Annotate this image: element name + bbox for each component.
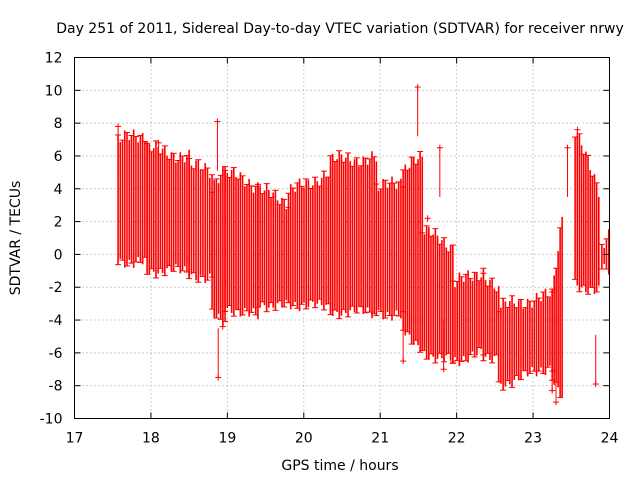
y-tick-label: -2 bbox=[49, 280, 63, 296]
x-tick-label: 22 bbox=[448, 431, 466, 447]
x-axis-label: GPS time / hours bbox=[281, 458, 398, 474]
y-tick-label: 10 bbox=[45, 83, 63, 99]
y-tick-label: -8 bbox=[49, 379, 63, 395]
y-tick-label: -10 bbox=[40, 412, 63, 428]
x-tick-label: 24 bbox=[601, 431, 619, 447]
y-tick-label: 6 bbox=[54, 149, 63, 165]
x-tick-label: 17 bbox=[66, 431, 84, 447]
x-tick-label: 23 bbox=[524, 431, 542, 447]
x-tick-label: 19 bbox=[218, 431, 236, 447]
y-tick-label: 12 bbox=[45, 51, 63, 67]
y-tick-label: 2 bbox=[54, 215, 63, 231]
y-tick-label: 0 bbox=[54, 247, 63, 263]
x-tick-label: 21 bbox=[371, 431, 389, 447]
data-series bbox=[115, 84, 610, 406]
y-tick-label: -6 bbox=[49, 346, 63, 362]
x-tick-label: 20 bbox=[295, 431, 313, 447]
y-tick-label: 8 bbox=[54, 116, 63, 132]
plot-frame bbox=[74, 57, 610, 419]
x-tick-label: 18 bbox=[142, 431, 160, 447]
y-tick-label: -4 bbox=[49, 313, 63, 329]
y-axis-label: SDTVAR / TECUs bbox=[8, 181, 24, 296]
chart-title: Day 251 of 2011, Sidereal Day-to-day VTE… bbox=[56, 21, 624, 37]
y-tick-label: 4 bbox=[54, 182, 63, 198]
